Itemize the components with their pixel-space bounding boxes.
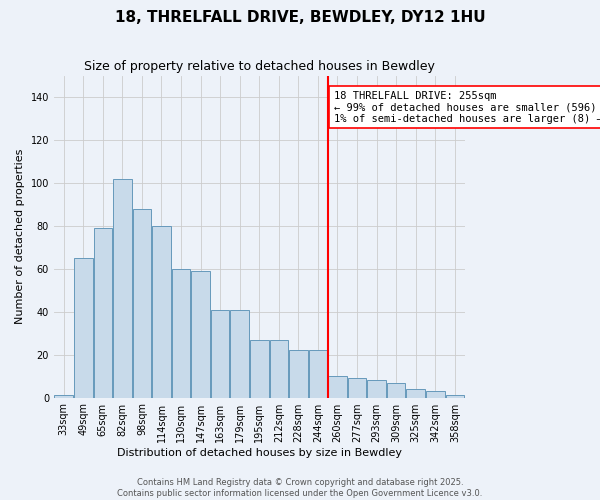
- Bar: [269, 340, 288, 398]
- Bar: [55, 396, 73, 398]
- Bar: [446, 396, 464, 398]
- Bar: [250, 340, 269, 398]
- Y-axis label: Number of detached properties: Number of detached properties: [15, 149, 25, 324]
- Bar: [426, 391, 445, 398]
- Bar: [387, 382, 406, 398]
- Bar: [191, 271, 210, 398]
- Bar: [328, 376, 347, 398]
- Bar: [113, 178, 131, 398]
- Bar: [172, 269, 190, 398]
- Bar: [406, 389, 425, 398]
- Text: 18, THRELFALL DRIVE, BEWDLEY, DY12 1HU: 18, THRELFALL DRIVE, BEWDLEY, DY12 1HU: [115, 10, 485, 25]
- Text: 18 THRELFALL DRIVE: 255sqm
← 99% of detached houses are smaller (596)
1% of semi: 18 THRELFALL DRIVE: 255sqm ← 99% of deta…: [334, 90, 600, 124]
- Bar: [308, 350, 327, 398]
- Text: Contains HM Land Registry data © Crown copyright and database right 2025.
Contai: Contains HM Land Registry data © Crown c…: [118, 478, 482, 498]
- Bar: [211, 310, 229, 398]
- Bar: [152, 226, 171, 398]
- Bar: [133, 208, 151, 398]
- Bar: [94, 228, 112, 398]
- Bar: [348, 378, 367, 398]
- Bar: [230, 310, 249, 398]
- Bar: [289, 350, 308, 398]
- Bar: [74, 258, 92, 398]
- X-axis label: Distribution of detached houses by size in Bewdley: Distribution of detached houses by size …: [117, 448, 402, 458]
- Title: Size of property relative to detached houses in Bewdley: Size of property relative to detached ho…: [84, 60, 434, 73]
- Bar: [367, 380, 386, 398]
